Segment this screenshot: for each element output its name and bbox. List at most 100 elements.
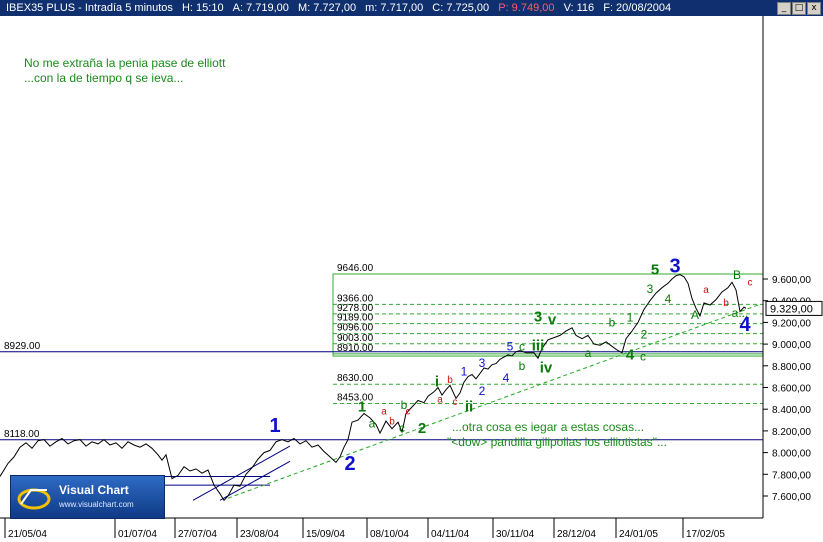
wave-label: c	[519, 340, 525, 354]
close-readout: C: 7.725,00	[432, 2, 490, 14]
y-tick-label: 8.400,00	[772, 405, 811, 416]
wave-label: a	[369, 417, 376, 431]
comment-top-line-1: No me extraña la penia pase de elliott	[24, 56, 226, 70]
wave-label: 4	[665, 292, 672, 306]
x-tick-label: 28/12/04	[557, 529, 596, 540]
wave-label: 1	[461, 365, 468, 379]
fib-level-label: 8453.00	[337, 392, 374, 403]
wave-label: b	[401, 398, 408, 412]
fib-level-label: 9189.00	[337, 313, 374, 324]
wave-label: iii	[532, 338, 545, 355]
y-tick-label: 7.600,00	[772, 492, 811, 503]
y-tick-label: 9.600,00	[772, 275, 811, 286]
x-tick-label: 23/08/04	[240, 529, 279, 540]
wave-label: 5	[507, 340, 514, 354]
maximize-button[interactable]: □	[792, 2, 806, 15]
wave-label: c	[399, 421, 405, 435]
comment-bottom-line-2: "<dow> pandilla gilipollas los elliotist…	[447, 435, 667, 449]
price-readout: P: 9.749,00	[498, 2, 555, 14]
x-tick-label: 15/09/04	[306, 529, 345, 540]
wave-label: c	[748, 278, 753, 289]
x-tick-label: 08/10/04	[370, 529, 409, 540]
horizontal-level-label: 8929.00	[4, 341, 41, 352]
wave-label: a	[381, 407, 387, 418]
x-tick-label: 17/02/05	[686, 529, 725, 540]
wave-label: b	[389, 416, 395, 427]
open-readout: A: 7.719,00	[232, 2, 289, 14]
wave-label: a	[703, 285, 709, 296]
logo-emblem-icon	[17, 488, 51, 510]
wave-label: 4	[503, 371, 510, 385]
x-tick-label: 24/01/05	[619, 529, 658, 540]
logo-title: Visual Chart	[59, 483, 129, 497]
wave-label: c	[406, 407, 411, 418]
wave-label: i	[435, 373, 439, 390]
wave-label: a	[437, 395, 443, 406]
wave-label: c	[453, 397, 458, 408]
y-tick-label: 7.800,00	[772, 470, 811, 481]
time-readout: H: 15:10	[181, 2, 224, 14]
info-bar: IBEX35 PLUS - Intradía 5 minutos H: 15:1…	[0, 0, 823, 16]
fib-level-label: 8910.00	[337, 343, 374, 354]
wave-label: 4	[626, 346, 635, 363]
wave-label: 2	[641, 328, 648, 342]
x-tick-label: 30/11/04	[496, 529, 535, 540]
wave-label: a	[585, 346, 592, 360]
wave-label: b	[723, 298, 729, 309]
minimize-button[interactable]: _	[777, 2, 791, 15]
wave-label: 3	[669, 255, 680, 277]
wave-label: 2	[344, 453, 355, 475]
wave-label: v	[548, 312, 557, 329]
wave-label: 2	[479, 384, 486, 398]
y-tick-label: 8.200,00	[772, 427, 811, 438]
wave-label: b	[519, 359, 526, 373]
current-price-label: 9.329,00	[770, 303, 813, 315]
wave-label: 5	[651, 262, 659, 279]
price-line	[0, 274, 747, 502]
comment-bottom-line-1: ...otra cosa es iegar a estas cosas...	[452, 420, 644, 434]
wave-label: 1	[358, 398, 366, 415]
wave-label: c	[640, 349, 646, 363]
price-chart[interactable]: 9646.00 9366.009278.009189.009096.009003.…	[0, 16, 823, 542]
wedge-line-1	[192, 445, 291, 501]
wave-label: a...	[732, 306, 749, 320]
x-tick-label: 21/05/04	[8, 529, 47, 540]
fib-level-label: 9646.00	[337, 263, 374, 274]
wave-label: A	[691, 308, 699, 322]
fib-level-label: 9366.00	[337, 293, 374, 304]
y-tick-label: 8.800,00	[772, 362, 811, 373]
low-readout: m: 7.717,00	[365, 2, 424, 14]
volume-readout: V: 116	[563, 2, 595, 14]
wave-label: 4	[739, 314, 751, 336]
horizontal-level-label: 8118.00	[4, 429, 40, 440]
wedge-line-2	[219, 460, 291, 501]
support-trend-line	[227, 304, 759, 499]
window-controls: _ □ x	[777, 2, 821, 15]
comment-top-line-2: ...con la de tiempo q se ieva...	[24, 71, 183, 85]
wave-label: 1	[269, 415, 280, 437]
wave-label: 1	[627, 310, 634, 324]
close-button[interactable]: x	[807, 2, 821, 15]
wave-label: 3	[534, 308, 542, 325]
date-readout: F: 20/08/2004	[603, 2, 672, 14]
x-tick-label: 04/11/04	[431, 529, 470, 540]
wave-label: B	[733, 268, 741, 282]
wave-label: ii	[465, 398, 473, 415]
wave-label: b	[447, 375, 453, 386]
y-tick-label: 8.000,00	[772, 449, 811, 460]
y-tick-label: 8.600,00	[772, 384, 811, 395]
y-tick-label: 9.200,00	[772, 318, 811, 329]
wave-label: 2	[418, 420, 426, 437]
visual-chart-logo: Visual Chart www.visualchart.com	[10, 475, 165, 519]
fib-level-label: 9278.00	[337, 303, 374, 314]
wave-label: 3	[479, 356, 486, 370]
y-tick-label: 9.000,00	[772, 340, 811, 351]
logo-url: www.visualchart.com	[59, 500, 134, 509]
fib-level-label: 9003.00	[337, 333, 374, 344]
fib-level-label: 9096.00	[337, 323, 374, 334]
wave-label: iv	[540, 359, 553, 376]
high-readout: M: 7.727,00	[297, 2, 357, 14]
wave-label: 3	[647, 282, 654, 296]
fib-level-label: 8630.00	[337, 373, 374, 384]
